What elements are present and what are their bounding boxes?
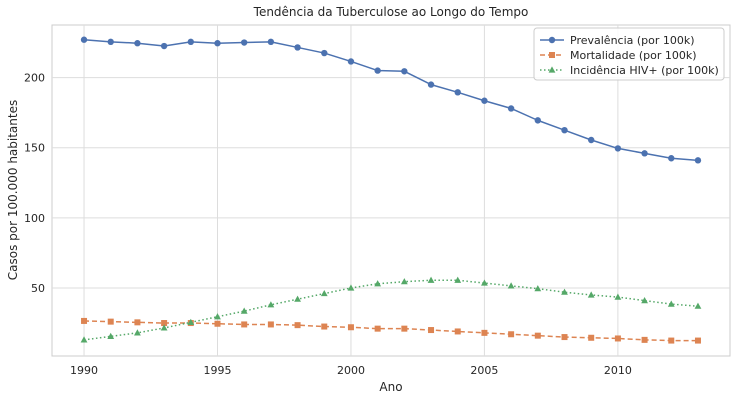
- data-point: [454, 276, 462, 283]
- data-point: [561, 334, 568, 341]
- data-point: [481, 279, 488, 286]
- y-tick-label: 200: [24, 72, 45, 85]
- data-point: [534, 332, 541, 339]
- data-point: [214, 313, 221, 320]
- data-point: [347, 324, 354, 331]
- data-point: [214, 320, 221, 327]
- data-point: [454, 89, 461, 96]
- data-point: [668, 337, 675, 344]
- legend-entry-label: Incidência HIV+ (por 100k): [570, 64, 719, 77]
- data-point: [641, 296, 648, 304]
- data-point: [267, 301, 275, 308]
- data-point: [267, 321, 274, 328]
- data-point: [694, 302, 702, 309]
- x-tick-label: 1990: [70, 364, 98, 377]
- y-tick-label: 100: [24, 212, 45, 225]
- data-point: [134, 40, 141, 47]
- legend-box: [533, 27, 725, 81]
- legend: Prevalência (por 100k) Mortalidade (por 1…: [533, 27, 725, 81]
- data-point: [160, 42, 168, 50]
- data-point: [641, 336, 648, 343]
- data-point: [240, 307, 248, 314]
- data-point: [641, 150, 648, 157]
- data-point: [508, 331, 515, 338]
- data-point: [321, 323, 328, 330]
- x-tick-label: 2005: [470, 364, 498, 377]
- data-point: [160, 324, 168, 331]
- data-point: [187, 318, 195, 325]
- data-point: [534, 117, 542, 124]
- data-point: [267, 38, 275, 46]
- tick-labels: 1990 1995 2000 2005 2010 50 100 150 200: [24, 72, 632, 377]
- data-point: [587, 136, 595, 144]
- x-tick-label: 2010: [604, 364, 632, 377]
- data-point: [694, 157, 702, 164]
- data-point: [134, 329, 141, 336]
- data-point: [134, 319, 141, 326]
- x-axis-label: Ano: [379, 380, 402, 394]
- data-point: [81, 317, 88, 324]
- data-point: [587, 291, 595, 298]
- data-point: [107, 38, 114, 46]
- x-tick-label: 1995: [203, 364, 231, 377]
- data-point: [481, 329, 488, 336]
- data-point: [481, 97, 488, 104]
- y-axis-label: Casos por 100.000 habitantes: [6, 100, 20, 280]
- data-point: [161, 320, 168, 327]
- data-point: [294, 295, 301, 302]
- data-point: [374, 280, 382, 287]
- data-point: [401, 68, 408, 75]
- legend-swatch-marker: [548, 36, 556, 44]
- legend-swatch-marker: [548, 66, 556, 73]
- data-point: [427, 81, 435, 88]
- legend-entry-label: Mortalidade (por 100k): [570, 49, 697, 62]
- data-point: [614, 293, 622, 300]
- data-point: [107, 318, 114, 325]
- legend-entry-label: Prevalência (por 100k): [570, 34, 695, 47]
- data-point: [294, 322, 301, 329]
- data-point: [347, 284, 355, 291]
- data-point: [107, 332, 115, 339]
- data-point: [320, 289, 328, 297]
- data-point: [427, 276, 435, 283]
- data-point: [614, 335, 621, 342]
- data-point: [321, 49, 328, 57]
- data-point: [80, 336, 88, 343]
- data-point: [240, 39, 248, 46]
- x-tick-label: 2000: [337, 364, 365, 377]
- data-point: [561, 126, 568, 134]
- data-point: [400, 278, 408, 285]
- data-point: [694, 337, 701, 344]
- y-tick-label: 50: [31, 282, 45, 295]
- data-point: [667, 300, 675, 307]
- data-point: [80, 36, 88, 43]
- chart-title: Tendência da Tuberculose ao Longo do Tem…: [253, 5, 529, 19]
- data-point: [347, 58, 355, 65]
- data-point: [454, 328, 461, 335]
- series-3: [80, 276, 702, 343]
- data-point: [401, 325, 408, 332]
- series-line: [83, 38, 699, 162]
- data-point: [534, 285, 542, 292]
- series-line: [83, 279, 699, 341]
- data-point: [668, 155, 675, 162]
- series-line: [84, 320, 698, 342]
- series-1: [80, 36, 702, 164]
- legend-swatch-marker: [549, 52, 555, 58]
- data-point: [187, 38, 195, 46]
- data-point: [428, 327, 435, 334]
- data-point: [561, 288, 568, 295]
- data-point: [507, 282, 515, 289]
- series-layer: [80, 36, 702, 344]
- data-point: [588, 334, 595, 341]
- data-point: [374, 67, 381, 74]
- data-point: [507, 105, 515, 112]
- data-point: [294, 44, 301, 51]
- data-point: [374, 325, 381, 332]
- data-point: [214, 40, 221, 47]
- data-point: [241, 321, 248, 328]
- data-point: [614, 145, 622, 152]
- y-tick-label: 150: [24, 142, 45, 155]
